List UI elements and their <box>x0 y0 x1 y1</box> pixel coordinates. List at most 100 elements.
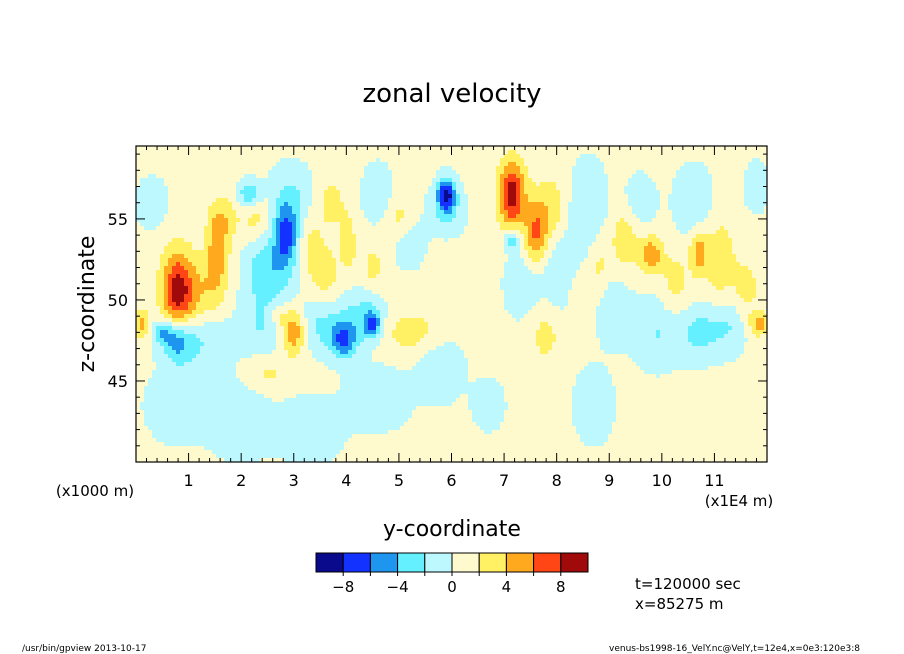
field-cell <box>620 242 625 247</box>
field-cell <box>152 170 157 175</box>
field-cell <box>724 258 729 263</box>
field-cell <box>236 242 241 247</box>
field-cell <box>732 266 737 271</box>
field-cell <box>480 266 485 271</box>
field-cell <box>668 158 673 163</box>
field-cell <box>696 254 701 259</box>
field-cell <box>488 222 493 227</box>
field-cell <box>564 166 569 171</box>
field-cell <box>396 254 401 259</box>
field-cell <box>180 170 185 175</box>
field-cell <box>764 230 768 235</box>
field-cell <box>444 210 449 215</box>
field-cell <box>480 150 485 155</box>
field-cell <box>284 226 289 231</box>
field-cell <box>608 226 613 231</box>
field-cell <box>504 186 509 191</box>
field-cell <box>256 246 261 251</box>
field-cell <box>676 222 681 227</box>
field-cell <box>644 210 649 215</box>
field-cell <box>548 146 553 151</box>
field-cell <box>348 250 353 255</box>
field-cell <box>552 242 557 247</box>
field-cell <box>180 266 185 271</box>
field-cell <box>356 262 361 267</box>
field-cell <box>244 234 249 239</box>
field-cell <box>492 182 497 187</box>
field-cell <box>604 238 609 243</box>
field-cell <box>176 230 181 235</box>
field-cell <box>148 190 153 195</box>
field-cell <box>564 206 569 211</box>
field-cell <box>296 170 301 175</box>
field-cell <box>760 146 765 151</box>
field-cell <box>732 202 737 207</box>
field-cell <box>288 166 293 171</box>
field-cell <box>264 174 269 179</box>
field-cell <box>272 226 277 231</box>
field-cell <box>660 246 665 251</box>
field-cell <box>496 218 501 223</box>
field-cell <box>692 246 697 251</box>
field-cell <box>504 214 509 219</box>
field-cell <box>380 230 385 235</box>
field-cell <box>720 218 725 223</box>
field-cell <box>692 174 697 179</box>
field-cell <box>340 146 345 151</box>
field-cell <box>408 266 413 271</box>
field-cell <box>236 158 241 163</box>
field-cell <box>244 218 249 223</box>
field-cell <box>612 170 617 175</box>
field-cell <box>196 214 201 219</box>
field-cell <box>576 226 581 231</box>
field-cell <box>344 210 349 215</box>
field-cell <box>456 234 461 239</box>
field-cell <box>384 174 389 179</box>
field-cell <box>176 254 181 259</box>
field-cell <box>440 230 445 235</box>
field-cell <box>448 166 453 171</box>
field-cell <box>616 190 621 195</box>
field-cell <box>152 202 157 207</box>
field-cell <box>552 182 557 187</box>
field-cell <box>476 162 481 167</box>
field-cell <box>720 254 725 259</box>
field-cell <box>212 198 217 203</box>
field-cell <box>336 150 341 155</box>
field-cell <box>396 238 401 243</box>
field-cell <box>184 174 189 179</box>
field-cell <box>192 222 197 227</box>
field-cell <box>248 182 253 187</box>
field-cell <box>304 242 309 247</box>
field-cell <box>428 198 433 203</box>
field-cell <box>212 182 217 187</box>
field-cell <box>384 250 389 255</box>
field-cell <box>752 258 757 263</box>
field-cell <box>256 170 261 175</box>
field-cell <box>316 194 321 199</box>
field-cell <box>680 238 685 243</box>
field-cell <box>592 198 597 203</box>
field-cell <box>536 254 541 259</box>
field-cell <box>644 178 649 183</box>
field-cell <box>216 258 221 263</box>
field-cell <box>276 238 281 243</box>
field-cell <box>440 174 445 179</box>
field-cell <box>440 254 445 259</box>
field-cell <box>416 166 421 171</box>
field-cell <box>732 146 737 151</box>
field-cell <box>720 250 725 255</box>
field-cell <box>272 198 277 203</box>
field-cell <box>708 218 713 223</box>
field-cell <box>540 170 545 175</box>
field-cell <box>272 270 277 275</box>
field-cell <box>724 262 729 267</box>
field-cell <box>268 210 273 215</box>
field-cell <box>524 230 529 235</box>
field-cell <box>200 222 205 227</box>
field-cell <box>244 162 249 167</box>
field-cell <box>172 186 177 191</box>
field-cell <box>360 214 365 219</box>
field-cell <box>644 174 649 179</box>
field-cell <box>328 266 333 271</box>
